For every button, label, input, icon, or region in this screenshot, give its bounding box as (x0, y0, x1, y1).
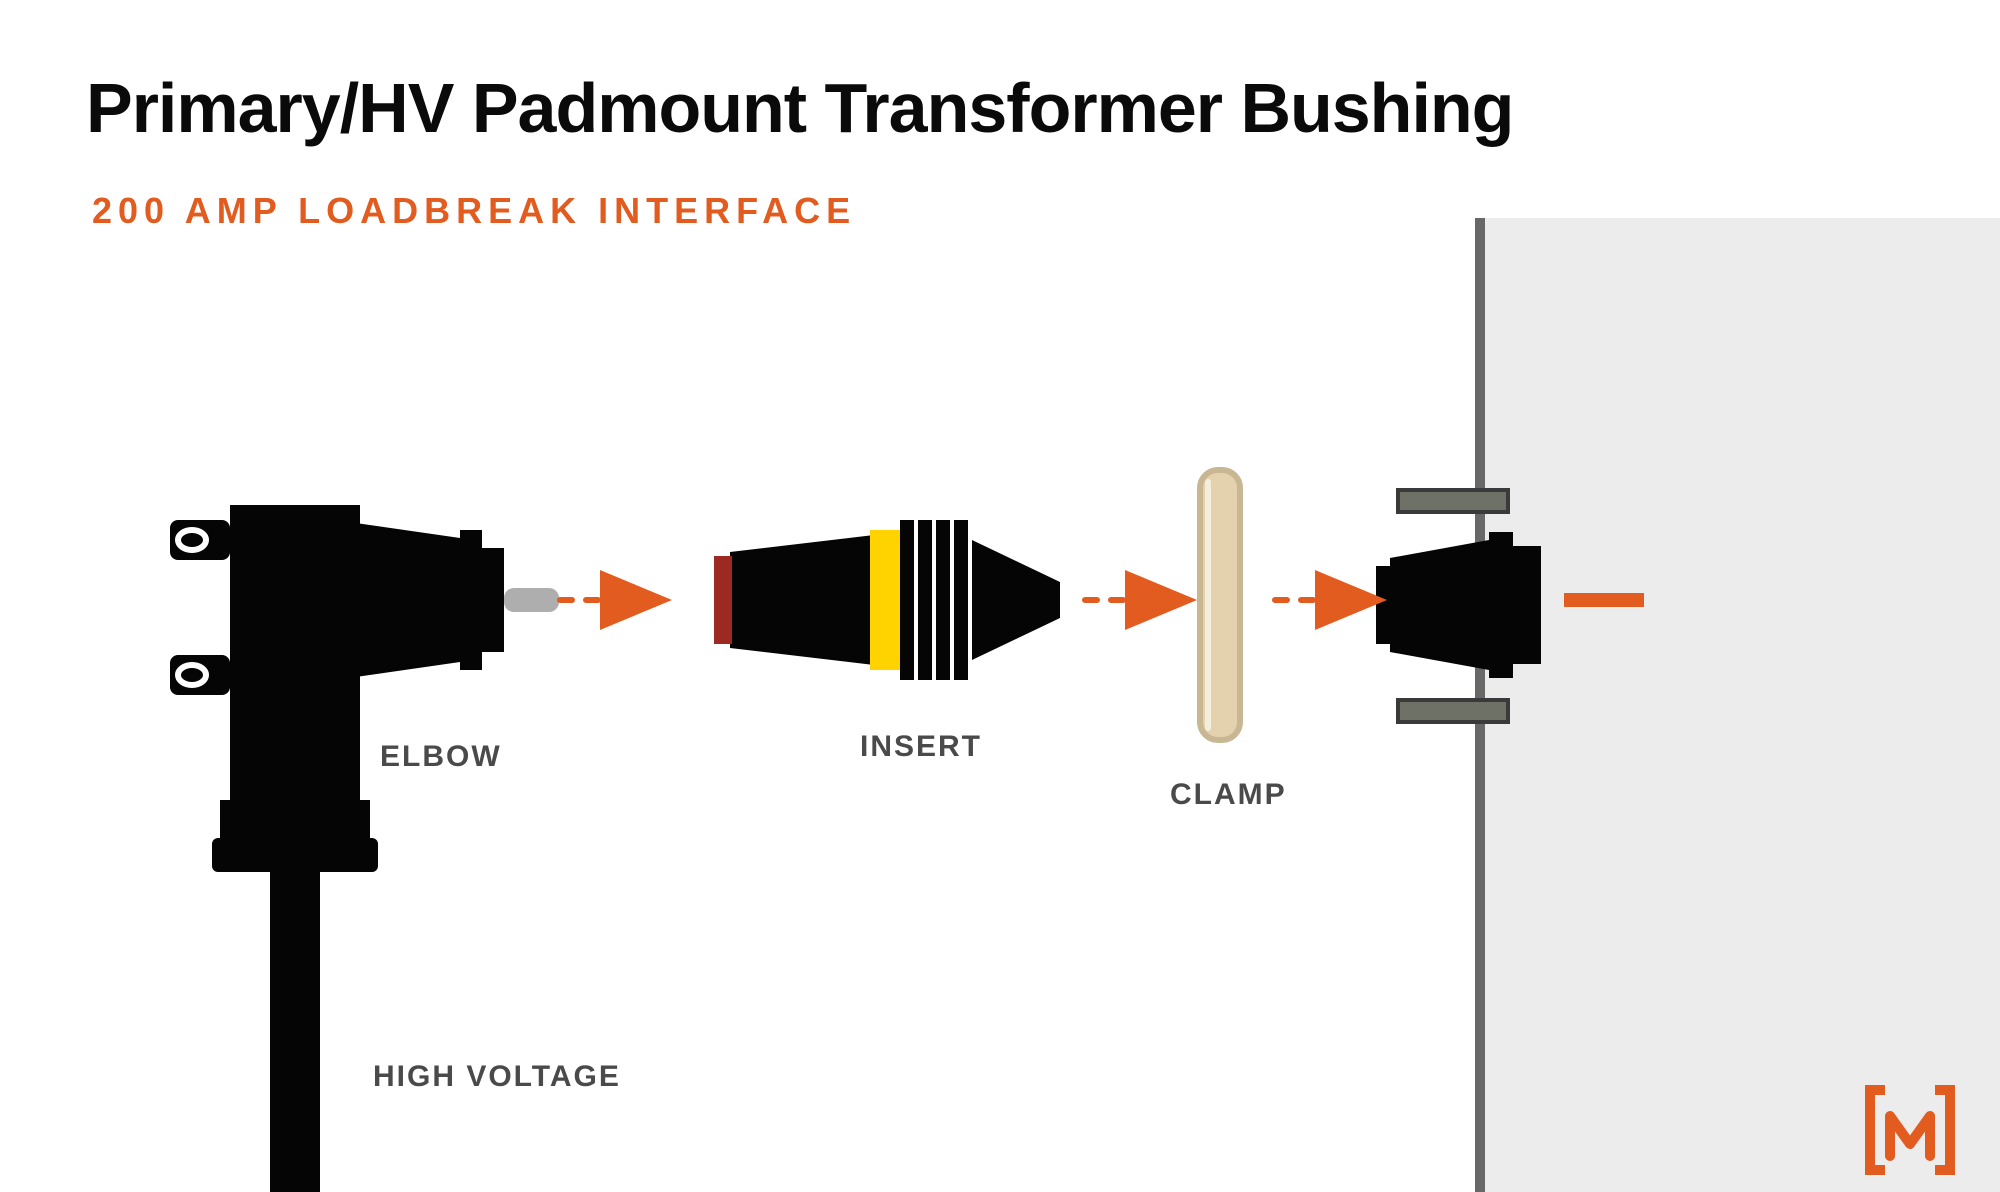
assembly-diagram (0, 0, 2000, 1192)
diagram-canvas: Primary/HV Padmount Transformer Bushing … (0, 0, 2000, 1192)
